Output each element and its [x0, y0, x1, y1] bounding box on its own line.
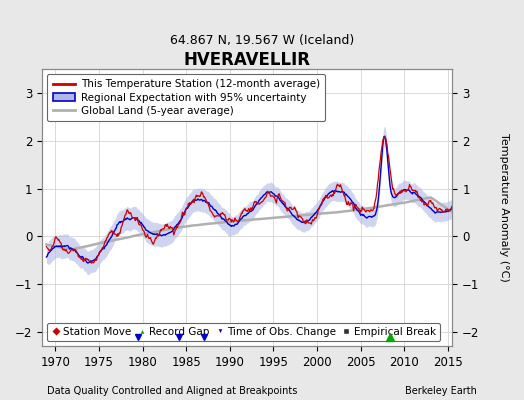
Text: Data Quality Controlled and Aligned at Breakpoints: Data Quality Controlled and Aligned at B… — [47, 386, 298, 396]
Legend: Station Move, Record Gap, Time of Obs. Change, Empirical Break: Station Move, Record Gap, Time of Obs. C… — [47, 323, 440, 341]
Text: Berkeley Earth: Berkeley Earth — [405, 386, 477, 396]
Title: HVERAVELLIR: HVERAVELLIR — [184, 51, 311, 69]
Y-axis label: Temperature Anomaly (°C): Temperature Anomaly (°C) — [499, 133, 509, 282]
Text: 64.867 N, 19.567 W (Iceland): 64.867 N, 19.567 W (Iceland) — [170, 34, 354, 47]
